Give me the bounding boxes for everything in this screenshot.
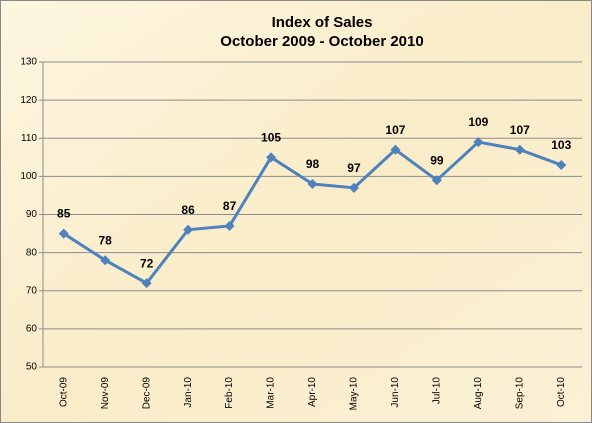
y-tick-label: 130: [20, 57, 37, 68]
data-point: [556, 159, 567, 170]
data-label: 103: [551, 138, 571, 152]
data-label: 109: [468, 115, 488, 129]
data-point: [514, 144, 525, 155]
data-label: 97: [347, 161, 361, 175]
data-point: [266, 152, 277, 163]
data-label: 107: [385, 123, 405, 137]
chart-subtitle: October 2009 - October 2010: [220, 33, 423, 50]
data-point: [141, 278, 152, 289]
chart-title: Index of Sales: [272, 14, 373, 31]
data-point: [431, 175, 442, 186]
x-tick-label: Apr-10: [307, 377, 318, 407]
x-tick-label: Mar-10: [266, 377, 277, 409]
data-label: 107: [510, 123, 530, 137]
x-tick-label: Feb-10: [224, 377, 235, 409]
data-label: 99: [430, 153, 444, 167]
data-label: 98: [306, 157, 320, 171]
data-point: [58, 228, 69, 239]
data-point: [183, 224, 194, 235]
y-tick-label: 80: [26, 247, 38, 258]
x-tick-label: Jul-10: [432, 377, 443, 405]
data-label: 105: [261, 130, 281, 144]
x-tick-label: Dec-09: [141, 377, 152, 410]
y-tick-label: 120: [20, 95, 37, 106]
x-tick-label: Nov-09: [100, 377, 111, 410]
data-point: [100, 255, 111, 266]
y-tick-label: 50: [26, 362, 38, 373]
data-label: 78: [99, 233, 113, 247]
data-label: 72: [140, 256, 154, 270]
data-label: 87: [223, 199, 237, 213]
y-tick-label: 110: [21, 133, 37, 144]
y-tick-label: 70: [26, 285, 38, 296]
x-tick-label: Jun-10: [390, 377, 401, 408]
x-tick-label: Jan-10: [183, 377, 194, 408]
x-tick-label: May-10: [349, 377, 360, 411]
y-tick-label: 60: [26, 324, 38, 335]
data-label: 85: [57, 207, 71, 221]
x-tick-label: Sep-10: [514, 377, 525, 410]
x-tick-label: Oct-10: [556, 377, 567, 407]
data-label: 86: [181, 203, 195, 217]
x-tick-label: Aug-10: [473, 377, 484, 410]
data-point: [348, 182, 359, 193]
data-point: [390, 144, 401, 155]
y-tick-label: 100: [20, 171, 37, 182]
data-point: [307, 179, 318, 189]
data-point: [224, 220, 235, 231]
data-point: [473, 137, 484, 148]
x-tick-label: Oct-09: [58, 377, 69, 407]
y-tick-label: 90: [26, 209, 38, 220]
